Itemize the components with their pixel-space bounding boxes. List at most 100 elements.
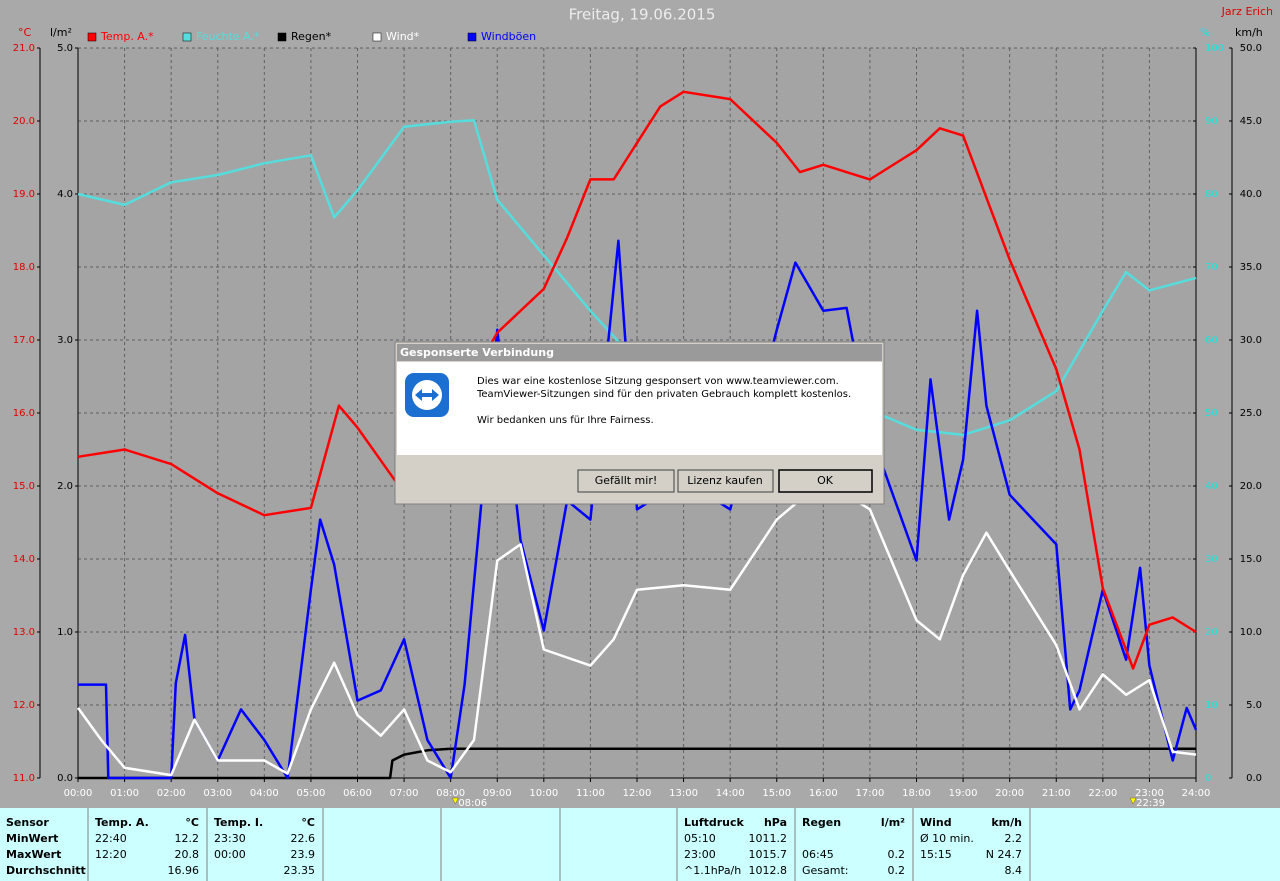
col-header: Luftdruck [684, 816, 745, 829]
y-tick-label: 0.0 [1246, 773, 1262, 784]
cell: 23:00 [684, 848, 716, 861]
button[interactable]: Gefällt mir! [577, 469, 675, 493]
y-tick-label: 30.0 [1240, 335, 1262, 346]
legend-swatch [372, 32, 382, 42]
button[interactable]: Lizenz kaufen [677, 469, 774, 493]
col-header: Temp. I. [214, 816, 263, 829]
legend-label: Regen* [291, 30, 332, 43]
cell: Gesamt: [802, 864, 849, 877]
y-tick-label: 21.0 [13, 43, 35, 54]
legend-swatch [182, 32, 192, 42]
y-tick-label: 5.0 [1246, 700, 1262, 711]
button-frame[interactable] [577, 469, 675, 493]
y-tick-label: 10 [1205, 700, 1218, 711]
x-tick-label: 01:00 [110, 788, 139, 799]
cell: 00:00 [214, 848, 246, 861]
cell: 0.2 [888, 864, 906, 877]
unit-humidity: % [1200, 26, 1210, 39]
stats: Sensor MinWert MaxWert Durchschnitt Temp. A.… [6, 808, 1031, 881]
annotation: 22:39 [1136, 798, 1165, 809]
dialog-body [397, 362, 882, 455]
button-frame[interactable] [677, 469, 774, 493]
author: Jarz Erich [1221, 5, 1273, 18]
cell: ^1.1hPa/h [684, 864, 741, 877]
series-line [77, 119, 1197, 437]
y-tick-label: 2.0 [57, 481, 73, 492]
y-tick-label: 16.0 [13, 408, 35, 419]
cell: 23.9 [291, 848, 316, 861]
col-unit: l/m² [881, 816, 905, 829]
y-tick-label: 60 [1205, 335, 1218, 346]
x-tick-label: 06:00 [343, 788, 372, 799]
y-tick-label: 18.0 [13, 262, 35, 273]
y-tick-label: 19.0 [13, 189, 35, 200]
y-tick-label: 10.0 [1240, 627, 1262, 638]
x-tick-label: 08:00 [436, 788, 465, 799]
y-tick-label: 3.0 [57, 335, 73, 346]
y-tick-label: 90 [1205, 116, 1218, 127]
x-tick-label: 15:00 [762, 788, 791, 799]
col-header: Temp. A. [95, 816, 149, 829]
cell: 12.2 [175, 832, 200, 845]
cell: 12:20 [95, 848, 127, 861]
cell: 8.4 [1005, 864, 1023, 877]
cell: 06:45 [802, 848, 834, 861]
unit-wind: km/h [1235, 26, 1263, 39]
dialog-title: Gesponserte Verbindung [400, 346, 554, 359]
y-tick-label: 70 [1205, 262, 1218, 273]
y-tick-label: 5.0 [57, 43, 73, 54]
y-tick-label: 50 [1205, 408, 1218, 419]
y-tick-label: 15.0 [13, 481, 35, 492]
col-unit: km/h [991, 816, 1022, 829]
y-tick-label: 45.0 [1240, 116, 1262, 127]
x-tick-label: 10:00 [529, 788, 558, 799]
button-label[interactable]: OK [817, 474, 834, 487]
y-tick-label: 40 [1205, 481, 1218, 492]
y-tick-label: 25.0 [1240, 408, 1262, 419]
x-tick-label: 24:00 [1182, 788, 1211, 799]
button-frame[interactable] [778, 469, 873, 493]
plot: 00:00 01:00 02:00 03:00 04:00 05:00 06:00 07:00… [13, 30, 1262, 809]
button-label[interactable]: Lizenz kaufen [687, 474, 762, 487]
button-label[interactable]: Gefällt mir! [595, 474, 658, 487]
y-tick-label: 100 [1205, 43, 1224, 54]
series-line [77, 90, 1197, 670]
y-tick-label: 14.0 [13, 554, 35, 565]
cell: 22:40 [95, 832, 127, 845]
cell: 0.2 [888, 848, 906, 861]
row-label: MaxWert [6, 848, 61, 861]
x-tick-label: 17:00 [856, 788, 885, 799]
y-tick-label: 4.0 [57, 189, 73, 200]
cell: N 24.7 [986, 848, 1022, 861]
chart-title: Freitag, 19.06.2015 [569, 6, 716, 24]
legend-swatch [277, 32, 287, 42]
button[interactable]: OK [778, 469, 873, 493]
x-tick-label: 00:00 [64, 788, 93, 799]
y-tick-label: 20 [1205, 627, 1218, 638]
y-tick-label: 80 [1205, 189, 1218, 200]
dialog: Gesponserte Verbindung Dies war eine kos… [394, 341, 885, 505]
row-label: Durchschnitt [6, 864, 86, 877]
marker [1129, 797, 1137, 805]
col-unit: °C [185, 816, 199, 829]
y-tick-label: 17.0 [13, 335, 35, 346]
legend-label: Windböen [481, 30, 536, 43]
x-tick-label: 20:00 [995, 788, 1024, 799]
x-tick-label: 03:00 [203, 788, 232, 799]
dialog-text: Wir bedanken uns für Ihre Fairness. [477, 415, 654, 426]
y-tick-label: 20.0 [1240, 481, 1262, 492]
legend-label: Temp. A.* [100, 30, 154, 43]
series-line [78, 747, 1196, 780]
cell: 16.96 [168, 864, 200, 877]
stats-panel [0, 808, 1280, 881]
legend-label: Wind* [386, 30, 420, 43]
x-tick-label: 07:00 [390, 788, 419, 799]
x-tick-label: 13:00 [669, 788, 698, 799]
col-header: Wind [920, 816, 952, 829]
x-tick-label: 18:00 [902, 788, 931, 799]
col-header: Regen [802, 816, 841, 829]
x-tick-label: 16:00 [809, 788, 838, 799]
cell: 15:15 [920, 848, 952, 861]
dialog-text: Dies war eine kostenlose Sitzung gespons… [477, 376, 839, 387]
x-tick-label: 23:00 [1135, 788, 1164, 799]
